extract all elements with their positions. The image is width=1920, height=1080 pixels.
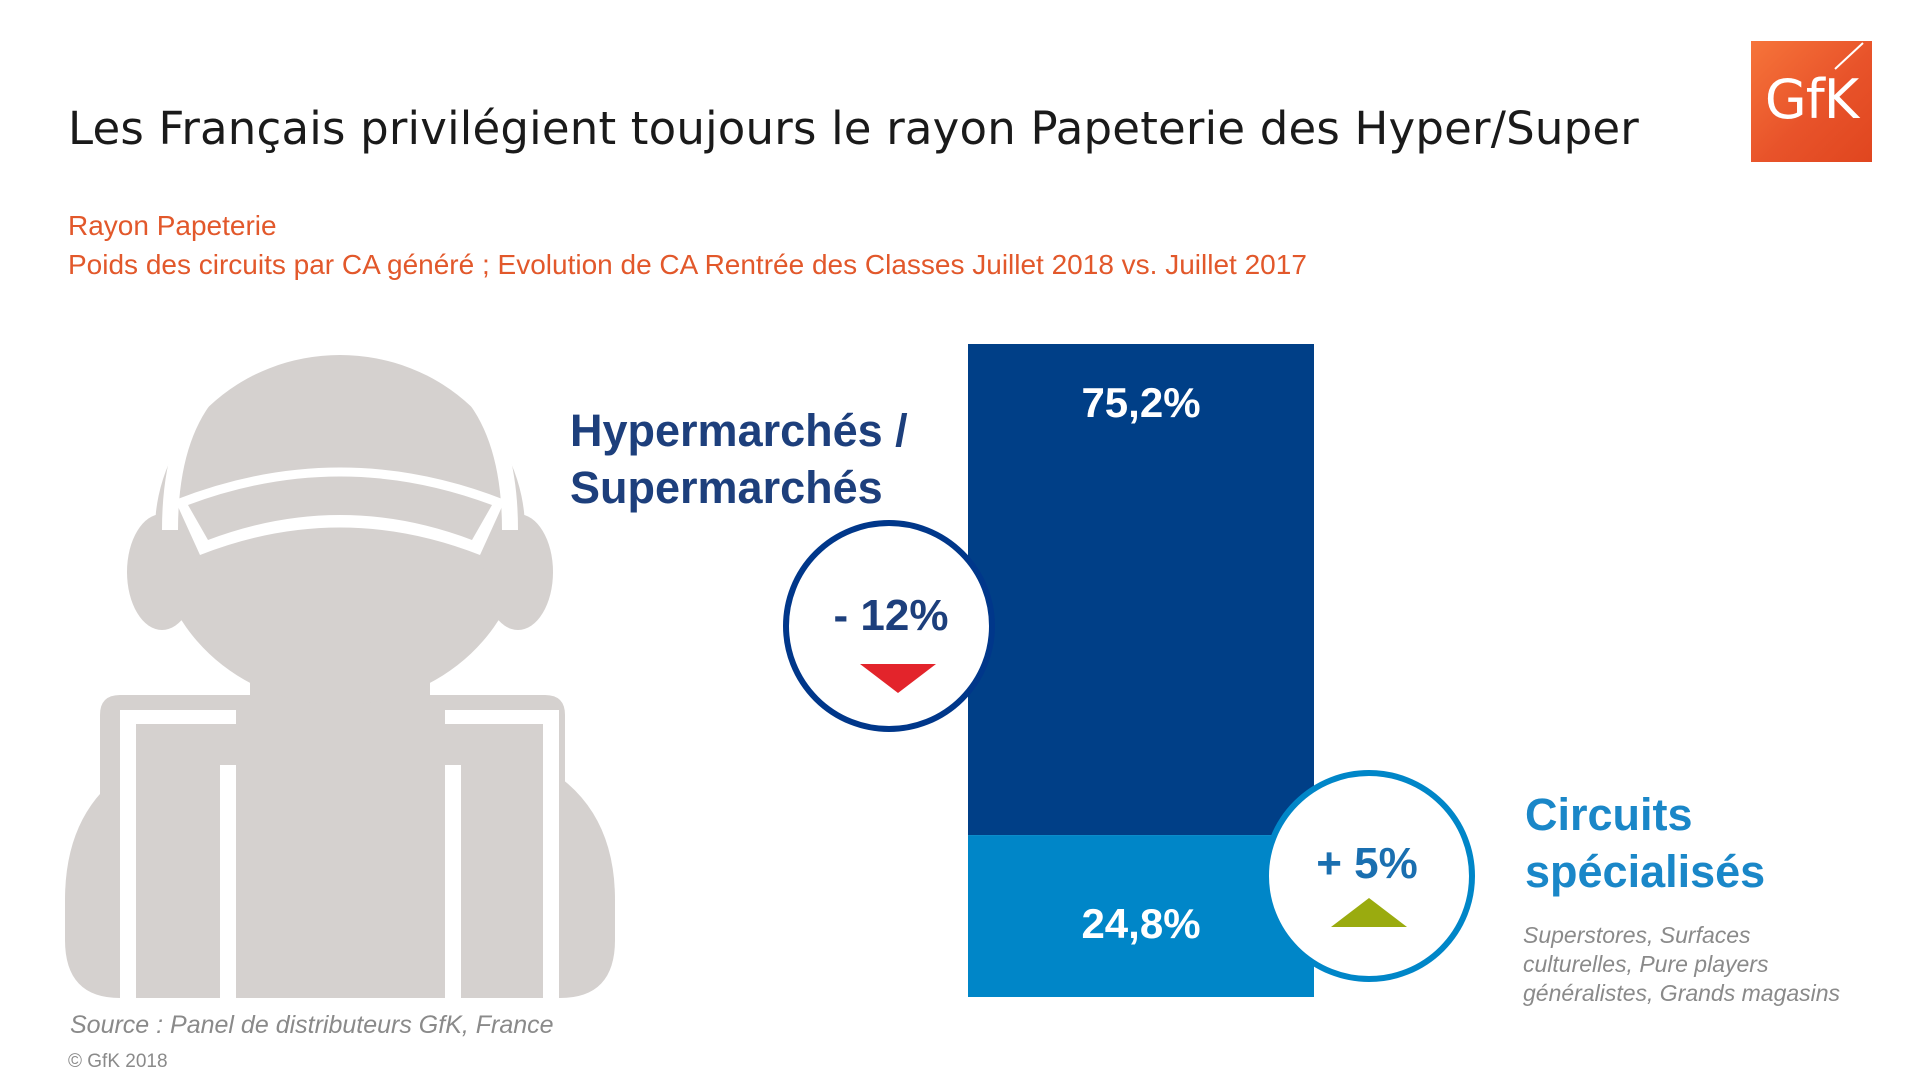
evolution-value-specialized: + 5% [1316,839,1418,888]
bar-label-specialized: 24,8% [1081,900,1200,947]
bar-segment-specialized [968,835,1314,997]
evolution-circle-specialized [1263,770,1475,982]
spec-desc-line1: Superstores, Surfaces [1523,922,1751,948]
logo-slash-icon [1834,42,1864,70]
logo-text: GfK [1764,68,1859,131]
subtitle-category: Rayon Papeterie [68,210,277,241]
spec-label-line1: Circuits [1525,789,1693,840]
spec-desc-line2: culturelles, Pure players [1523,951,1769,977]
specialized-circuits-description: Superstores, Surfaces culturelles, Pure … [1523,921,1840,1008]
subtitle-description: Poids des circuits par CA généré ; Evolu… [68,249,1307,280]
hyper-label-line2: Supermarchés [570,462,883,513]
up-arrow-icon [1331,898,1407,927]
bar-label-hyper-super: 75,2% [1081,379,1200,426]
gfk-logo: GfK [1751,41,1872,162]
spec-desc-line3: généralistes, Grands magasins [1523,980,1841,1006]
evolution-circle-hyper-super [783,520,995,732]
hyper-super-label: Hypermarchés / Supermarchés [570,402,908,516]
source-note: Source : Panel de distributeurs GfK, Fra… [70,1011,554,1039]
bar-segment-hyper-super [968,344,1314,836]
copyright: © GfK 2018 [68,1051,168,1072]
spec-label-line2: spécialisés [1525,846,1766,897]
down-arrow-icon [860,664,936,693]
evolution-value-hyper-super: - 12% [834,591,949,640]
hyper-label-line1: Hypermarchés / [570,405,908,456]
schoolchild-backpack-icon [65,340,615,1000]
specialized-circuits-label: Circuits spécialisés [1525,786,1765,900]
page-title: Les Français privilégient toujours le ra… [68,102,1639,155]
